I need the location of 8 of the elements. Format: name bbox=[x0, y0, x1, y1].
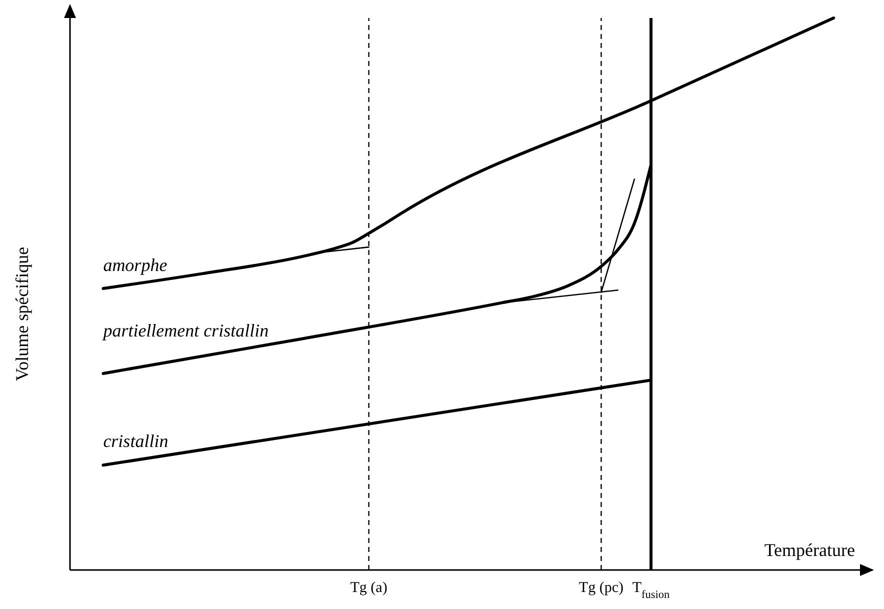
x-tick-label: T$_{fusion}$ bbox=[632, 580, 670, 601]
y-axis-title: Volume spécifique bbox=[12, 246, 32, 382]
series-label: partiellement cristallin bbox=[101, 320, 269, 341]
x-tick-label: Tg (a) bbox=[350, 580, 388, 596]
series-label: amorphe bbox=[103, 254, 168, 275]
x-tick-label: Tg (pc) bbox=[578, 580, 624, 596]
x-axis-title: Température bbox=[764, 540, 856, 560]
series-label: cristallin bbox=[103, 431, 168, 452]
